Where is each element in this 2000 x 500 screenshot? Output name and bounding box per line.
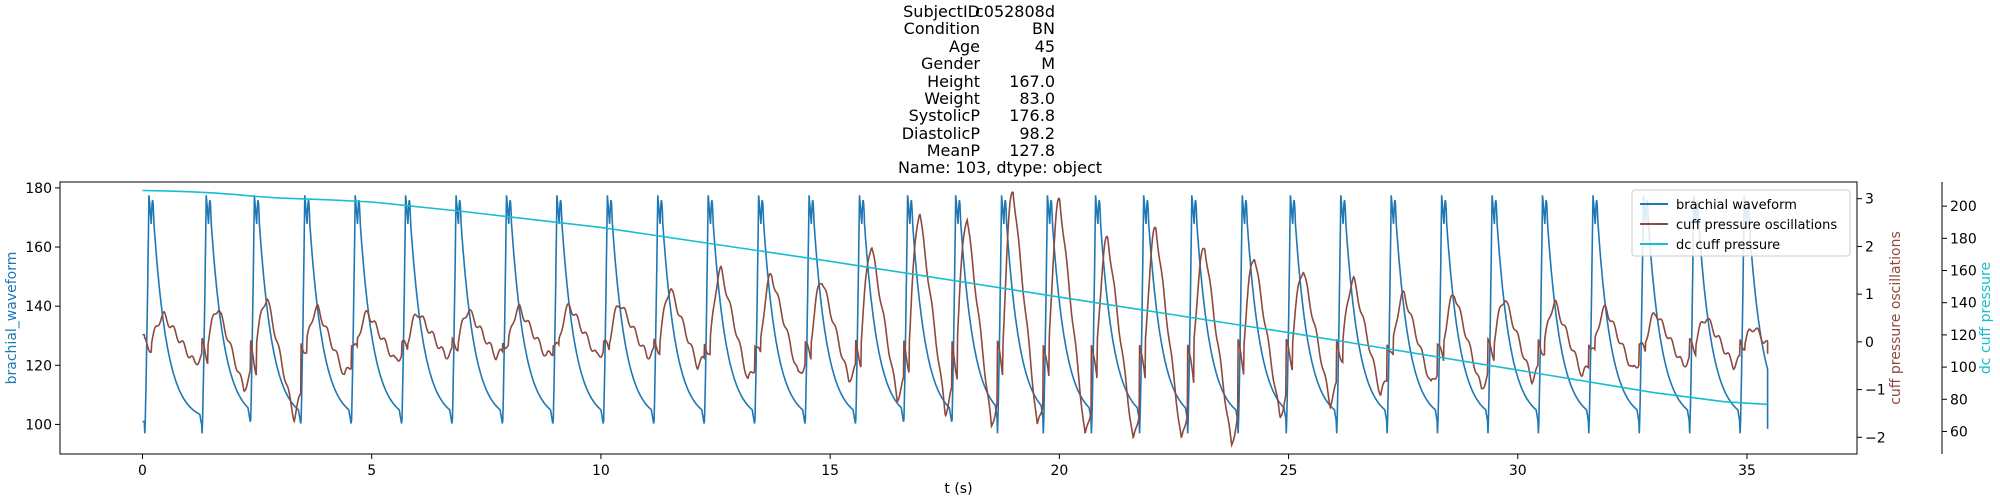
title-key-diastolicp: DiastolicP: [901, 123, 980, 143]
y-right-outer-tick-label: 200: [1950, 199, 1977, 215]
legend-box: [1631, 189, 1851, 257]
y-right-outer-tick-label: 100: [1950, 360, 1977, 376]
y-right-inner-tick-label: 1: [1865, 287, 1874, 303]
y-right-inner-tick-label: 2: [1865, 239, 1874, 255]
y-right-inner-tick-label: −2: [1865, 430, 1886, 446]
title-value-age: 45: [1034, 36, 1055, 56]
title-key-height: Height: [927, 71, 980, 91]
y-right-inner-tick-label: 0: [1865, 335, 1874, 351]
y-left-axis-label: brachial_waveform: [4, 252, 20, 385]
title-key-age: Age: [949, 36, 980, 56]
y-right-outer-tick-label: 140: [1950, 296, 1977, 312]
title-value-meanp: 127.8: [1009, 141, 1055, 161]
title-key-subjectid: SubjectID: [903, 2, 980, 21]
x-tick-label: 20: [1050, 463, 1068, 479]
title-key-gender: Gender: [921, 54, 980, 74]
y-right-inner-tick-label: −1: [1865, 383, 1886, 399]
title-value-condition: BN: [1032, 19, 1055, 39]
series-line-dc-cuff-pressure: [142, 189, 1768, 406]
y-right-outer-tick-label: 60: [1950, 424, 1968, 440]
y-left-tick-label: 100: [25, 417, 52, 433]
y-left-tick-label: 120: [25, 358, 52, 374]
title-key-condition: Condition: [903, 19, 980, 39]
title-key-meanp: MeanP: [926, 141, 980, 161]
legend-label: brachial waveform: [1676, 198, 1797, 213]
y-right-inner-axis-label: cuff pressure oscillations: [1888, 231, 1904, 405]
y-right-outer-axis-label: dc cuff pressure: [1978, 262, 1994, 374]
y-left-tick-label: 160: [25, 240, 52, 256]
x-tick-label: 30: [1509, 463, 1527, 479]
plot-area-frame: [59, 181, 1858, 455]
title-footer: Name: 103, dtype: object: [897, 158, 1103, 177]
title-value-height: 167.0: [1009, 71, 1055, 91]
title-value-gender: M: [1041, 54, 1055, 74]
legend-label: cuff pressure oscillations: [1676, 218, 1837, 233]
y-right-outer-tick-label: 80: [1950, 392, 1968, 408]
title-key-systolicp: SystolicP: [908, 106, 980, 126]
x-axis-label: t (s): [944, 481, 972, 497]
x-tick-label: 35: [1738, 463, 1756, 479]
y-left-tick-label: 180: [25, 181, 52, 197]
y-right-inner-tick-label: 3: [1865, 192, 1874, 208]
x-tick-label: 15: [821, 463, 839, 479]
title-value-diastolicp: 98.2: [1019, 123, 1055, 143]
x-tick-label: 25: [1280, 463, 1298, 479]
legend-label: dc cuff pressure: [1676, 238, 1780, 253]
x-tick-label: 5: [367, 463, 376, 479]
title-value-systolicp: 176.8: [1009, 106, 1055, 126]
series-line-brachial-waveform: [142, 195, 1769, 434]
y-left-tick-label: 140: [25, 299, 52, 315]
series-line-cuff-pressure-oscillations: [142, 191, 1769, 448]
title-value-subjectid: c052808d: [974, 2, 1055, 21]
title-value-weight: 83.0: [1019, 89, 1055, 108]
x-tick-label: 0: [138, 463, 147, 479]
y-right-outer-tick-label: 120: [1950, 328, 1977, 344]
title-key-weight: Weight: [924, 89, 980, 108]
y-right-outer-tick-label: 180: [1950, 231, 1977, 247]
y-right-outer-tick-label: 160: [1950, 264, 1977, 280]
x-tick-label: 10: [592, 463, 610, 479]
